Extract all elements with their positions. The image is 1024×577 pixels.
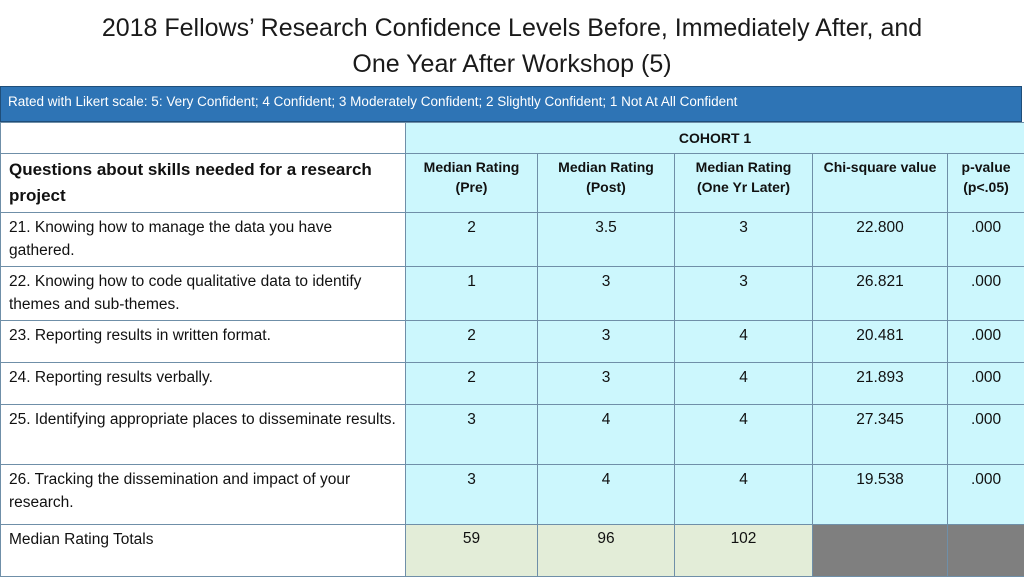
table-row: 22. Knowing how to code qualitative data…	[1, 267, 1024, 321]
chi-cell: 20.481	[813, 321, 948, 363]
column-header-line: Median Rating	[538, 157, 674, 177]
later-cell: 4	[675, 321, 813, 363]
later-cell: 4	[675, 363, 813, 405]
column-header-line: p-value	[948, 157, 1024, 177]
total-post-cell: 96	[538, 525, 675, 577]
column-header-post: Median Rating(Post)	[538, 154, 675, 213]
empty-gray-cell	[948, 525, 1024, 577]
p-cell: .000	[948, 267, 1024, 321]
later-cell: 3	[675, 213, 813, 267]
column-header-pre: Median Rating(Pre)	[406, 154, 538, 213]
chi-cell: 21.893	[813, 363, 948, 405]
chi-cell: 26.821	[813, 267, 948, 321]
later-cell: 4	[675, 465, 813, 525]
column-header-line: (Pre)	[406, 177, 537, 197]
column-header-line: (Post)	[538, 177, 674, 197]
title-line-2: One Year After Workshop (5)	[0, 46, 1024, 82]
column-header-line: (One Yr Later)	[675, 177, 812, 197]
question-cell: 25. Identifying appropriate places to di…	[1, 405, 406, 465]
post-cell: 4	[538, 405, 675, 465]
header-row: Questions about skills needed for a rese…	[1, 154, 1024, 213]
post-cell: 3	[538, 363, 675, 405]
empty-gray-cell	[813, 525, 948, 577]
p-cell: .000	[948, 363, 1024, 405]
pre-cell: 2	[406, 363, 538, 405]
totals-label: Median Rating Totals	[1, 525, 406, 577]
pre-cell: 1	[406, 267, 538, 321]
table-row: 26. Tracking the dissemination and impac…	[1, 465, 1024, 525]
later-cell: 4	[675, 405, 813, 465]
pre-cell: 2	[406, 213, 538, 267]
chi-cell: 19.538	[813, 465, 948, 525]
column-header-later: Median Rating(One Yr Later)	[675, 154, 813, 213]
confidence-table: COHORT 1 Questions about skills needed f…	[0, 122, 1024, 577]
table-row: 24. Reporting results verbally. 2 3 4 21…	[1, 363, 1024, 405]
p-cell: .000	[948, 405, 1024, 465]
question-cell: 22. Knowing how to code qualitative data…	[1, 267, 406, 321]
total-pre-cell: 59	[406, 525, 538, 577]
post-cell: 3	[538, 267, 675, 321]
column-header-p: p-value(p<.05)	[948, 154, 1024, 213]
totals-row: Median Rating Totals 59 96 102	[1, 525, 1024, 577]
question-cell: 24. Reporting results verbally.	[1, 363, 406, 405]
column-header-line: Median Rating	[675, 157, 812, 177]
column-header-chi: Chi-square value	[813, 154, 948, 213]
table-row: 25. Identifying appropriate places to di…	[1, 405, 1024, 465]
p-cell: .000	[948, 465, 1024, 525]
cohort-row: COHORT 1	[1, 123, 1024, 154]
table-row: 21. Knowing how to manage the data you h…	[1, 213, 1024, 267]
post-cell: 3	[538, 321, 675, 363]
chi-cell: 22.800	[813, 213, 948, 267]
question-cell: 26. Tracking the dissemination and impac…	[1, 465, 406, 525]
p-cell: .000	[948, 321, 1024, 363]
column-header-line: Median Rating	[406, 157, 537, 177]
p-cell: .000	[948, 213, 1024, 267]
question-cell: 21. Knowing how to manage the data you h…	[1, 213, 406, 267]
pre-cell: 3	[406, 465, 538, 525]
post-cell: 3.5	[538, 213, 675, 267]
post-cell: 4	[538, 465, 675, 525]
column-header-line: (p<.05)	[948, 177, 1024, 197]
blank-header-cell	[1, 123, 406, 154]
page-title: 2018 Fellows’ Research Confidence Levels…	[0, 10, 1024, 82]
column-header-line: Chi-square value	[813, 157, 947, 177]
total-later-cell: 102	[675, 525, 813, 577]
later-cell: 3	[675, 267, 813, 321]
likert-scale-banner: Rated with Likert scale: 5: Very Confide…	[0, 86, 1022, 122]
pre-cell: 3	[406, 405, 538, 465]
chi-cell: 27.345	[813, 405, 948, 465]
question-cell: 23. Reporting results in written format.	[1, 321, 406, 363]
pre-cell: 2	[406, 321, 538, 363]
table-row: 23. Reporting results in written format.…	[1, 321, 1024, 363]
title-line-1: 2018 Fellows’ Research Confidence Levels…	[0, 10, 1024, 46]
question-column-header: Questions about skills needed for a rese…	[1, 154, 406, 213]
cohort-label: COHORT 1	[406, 123, 1024, 154]
